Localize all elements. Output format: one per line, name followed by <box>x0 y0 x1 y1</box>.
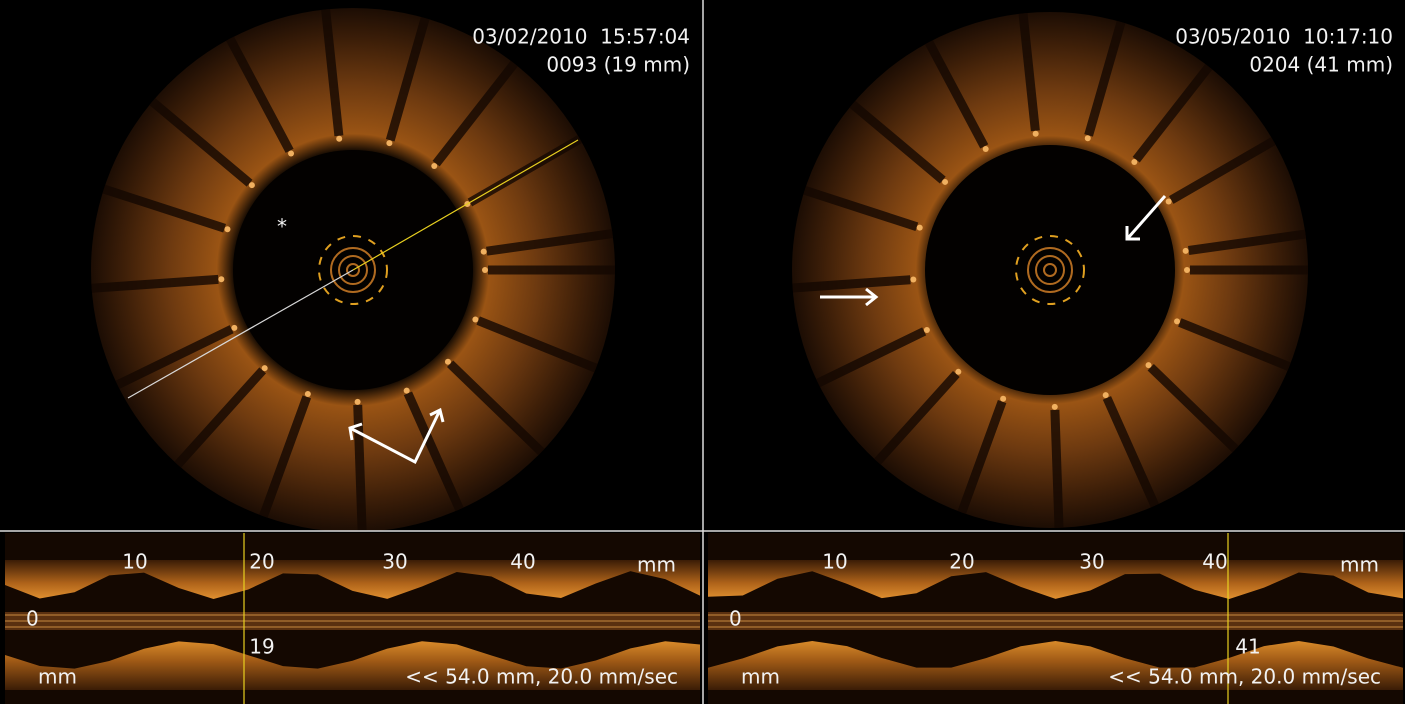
timestamp: 03/05/2010 10:17:10 <box>1175 25 1393 49</box>
playback-info: << 54.0 mm, 20.0 mm/sec <box>405 665 678 689</box>
zero-label: 0 <box>26 607 39 631</box>
unit-label: mm <box>38 665 77 689</box>
stent-strut <box>1103 392 1109 398</box>
oct-screen: * 03/02/2010 15:57:04 0093 (19 mm) 10 20 30 40… <box>0 0 1405 704</box>
stent-strut <box>386 140 392 146</box>
scale-label: 30 <box>382 550 407 574</box>
annotation: * <box>277 215 287 239</box>
frame-label: 0204 (41 mm) <box>1249 53 1393 77</box>
marker-label: 41 <box>1235 635 1260 659</box>
marker-label: 19 <box>249 635 274 659</box>
stent-strut <box>218 276 224 282</box>
stent-strut <box>355 399 361 405</box>
stent-strut <box>482 267 488 273</box>
stent-strut <box>1033 131 1039 137</box>
stent-strut <box>942 179 948 185</box>
scale-label: 40 <box>1202 550 1227 574</box>
stent-strut <box>1146 362 1152 368</box>
scale-label: 10 <box>122 550 147 574</box>
scale-label: 10 <box>822 550 847 574</box>
stent-strut <box>1052 404 1058 410</box>
unit-label: mm <box>1340 553 1379 577</box>
stent-strut <box>1085 135 1091 141</box>
stent-strut <box>404 388 410 394</box>
scale-label: 20 <box>249 550 274 574</box>
stent-strut <box>1184 267 1190 273</box>
zero-label: 0 <box>729 607 742 631</box>
stent-strut <box>472 316 478 322</box>
stent-strut <box>336 136 342 142</box>
scale-label: 30 <box>1079 550 1104 574</box>
stent-strut <box>305 391 311 397</box>
stent-strut <box>224 226 230 232</box>
unit-label: mm <box>637 553 676 577</box>
strut-shadow <box>1055 410 1059 528</box>
scale-label: 20 <box>949 550 974 574</box>
stent-strut <box>481 249 487 255</box>
stent-strut <box>288 150 294 156</box>
stent-strut <box>924 327 930 333</box>
stent-strut <box>431 163 437 169</box>
stent-strut <box>1174 318 1180 324</box>
stent-strut <box>231 325 237 331</box>
playback-info: << 54.0 mm, 20.0 mm/sec <box>1108 665 1381 689</box>
stent-strut <box>1183 248 1189 254</box>
stent-strut <box>1166 199 1172 205</box>
frame-label: 0093 (19 mm) <box>546 53 690 77</box>
stent-strut <box>910 277 916 283</box>
stent-strut <box>262 365 268 371</box>
stent-strut <box>917 225 923 231</box>
stent-strut <box>445 359 451 365</box>
stent-strut <box>1131 159 1137 165</box>
scale-label: 40 <box>510 550 535 574</box>
timestamp: 03/02/2010 15:57:04 <box>472 25 690 49</box>
lumen <box>925 145 1175 395</box>
stent-strut <box>1000 396 1006 402</box>
stent-strut <box>983 146 989 152</box>
stent-strut <box>249 182 255 188</box>
stent-strut <box>955 369 961 375</box>
unit-label: mm <box>741 665 780 689</box>
